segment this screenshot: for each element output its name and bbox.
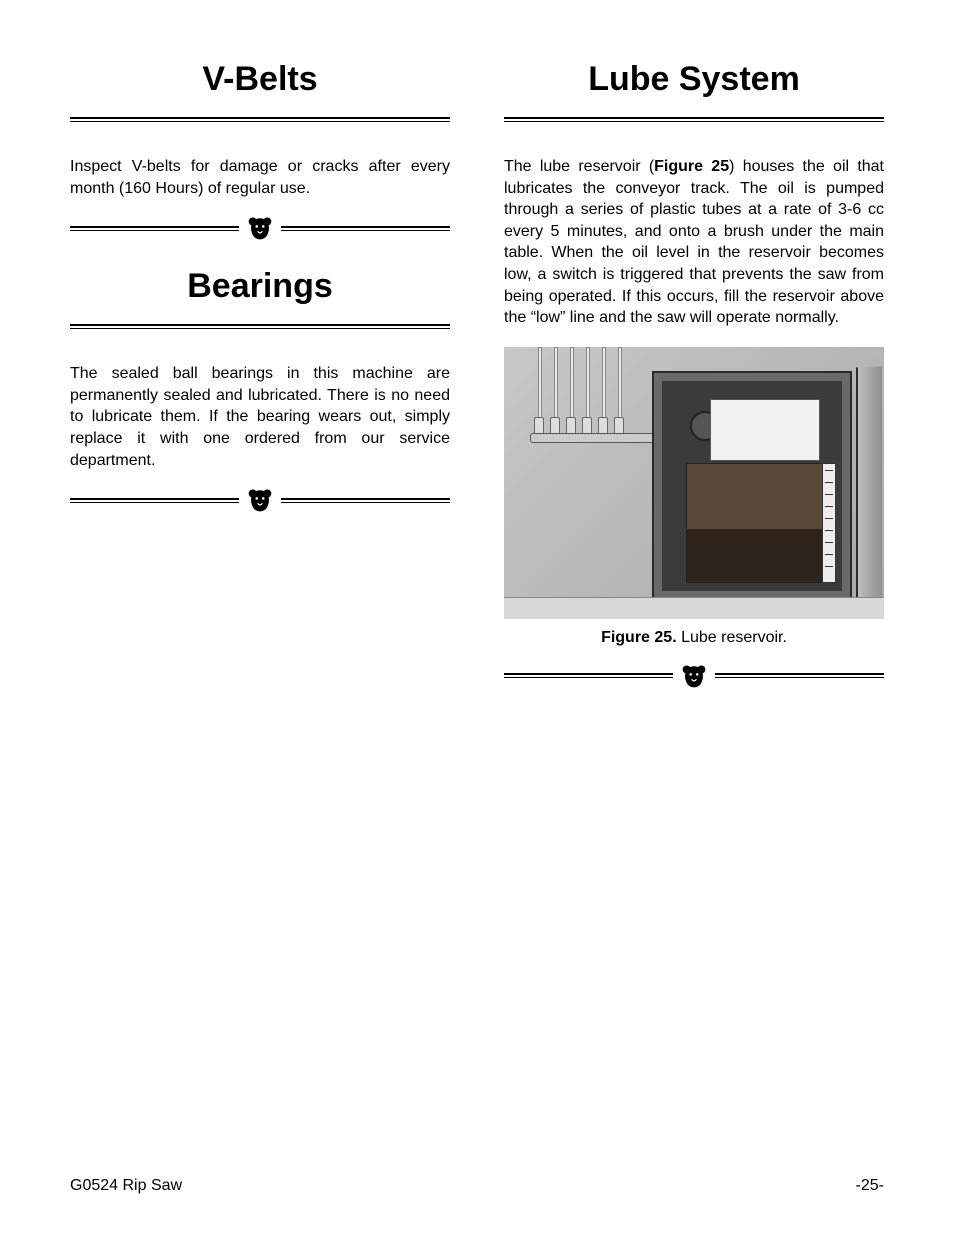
lube-text-pre: The lube reservoir ( [504,158,654,175]
caption-bold: Figure 25. [601,629,677,646]
rule-under-vbelts [70,117,450,122]
figure-25: Figure 25. Lube reservoir. [504,347,884,647]
bear-icon [247,487,273,513]
page: V-Belts Inspect V-belts for damage or cr… [0,0,954,1235]
heading-lube-system: Lube System [504,60,884,99]
right-column: Lube System The lube reservoir (Figure 2… [504,60,884,715]
cabinet-icon [652,371,852,601]
left-column: V-Belts Inspect V-belts for damage or cr… [70,60,450,715]
lube-text-post: ) houses the oil that lubricates the con… [504,158,884,326]
columns: V-Belts Inspect V-belts for damage or cr… [70,60,884,715]
heading-bearings: Bearings [70,267,450,306]
paragraph-lube: The lube reservoir (Figure 25) houses th… [504,156,884,329]
caption-rest: Lube reservoir. [677,629,787,646]
footer-left: G0524 Rip Saw [70,1177,182,1195]
bear-icon [247,215,273,241]
rule-under-bearings [70,324,450,329]
footer-right: -25- [856,1177,884,1195]
lube-figure-ref: Figure 25 [654,158,729,175]
rule-under-lube [504,117,884,122]
tubes-icon [520,347,640,457]
paragraph-vbelts: Inspect V-belts for damage or cracks aft… [70,156,450,199]
page-footer: G0524 Rip Saw -25- [70,1177,884,1195]
paragraph-bearings: The sealed ball bearings in this machine… [70,363,450,471]
section-divider-1 [70,215,450,241]
heading-vbelts: V-Belts [70,60,450,99]
lube-reservoir-image [504,347,884,619]
door-icon [856,366,882,605]
section-divider-3 [504,663,884,689]
section-divider-2 [70,487,450,513]
figure-25-caption: Figure 25. Lube reservoir. [504,629,884,647]
bear-icon [681,663,707,689]
